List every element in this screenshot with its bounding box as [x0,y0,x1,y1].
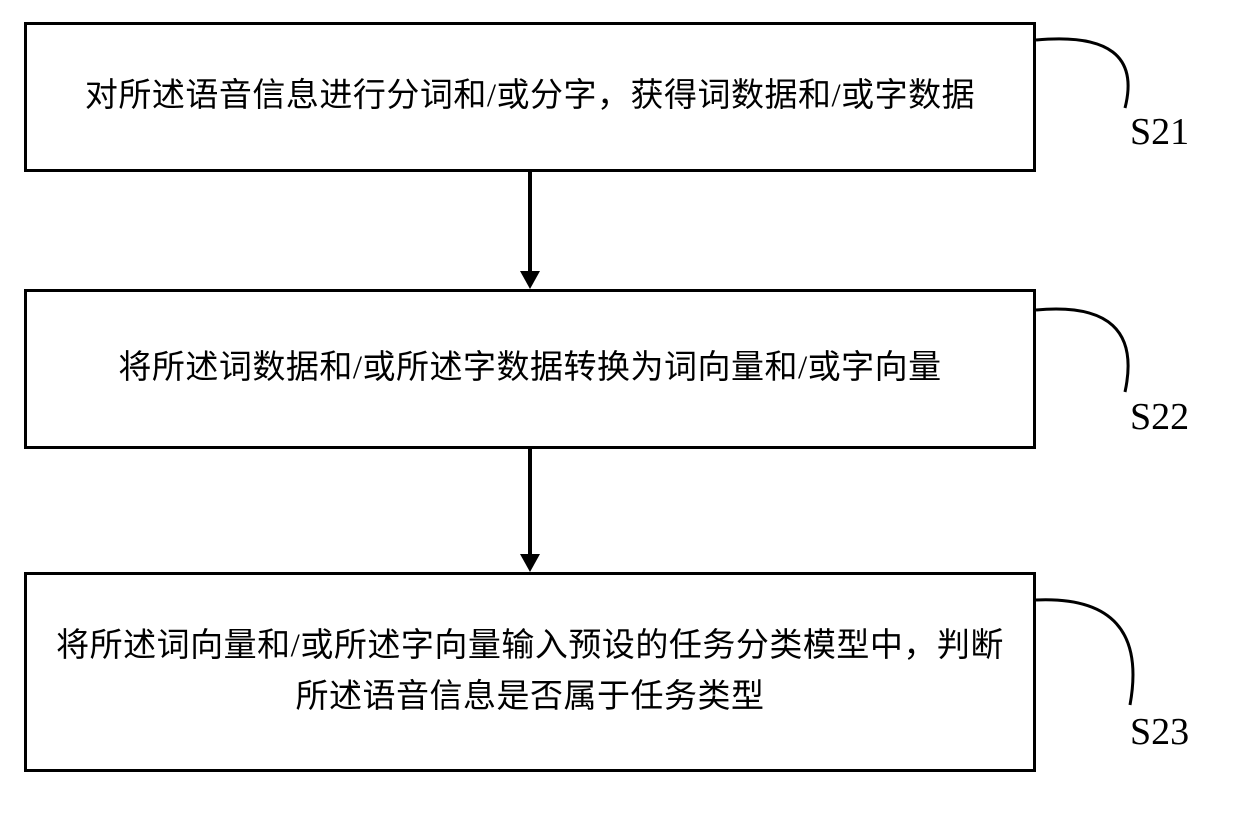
label-connector-s23 [0,0,1239,838]
step-label-s23: S23 [1130,710,1189,754]
flowchart-canvas: 对所述语音信息进行分词和/或分字，获得词数据和/或字数据 S21 将所述词数据和… [0,0,1239,838]
